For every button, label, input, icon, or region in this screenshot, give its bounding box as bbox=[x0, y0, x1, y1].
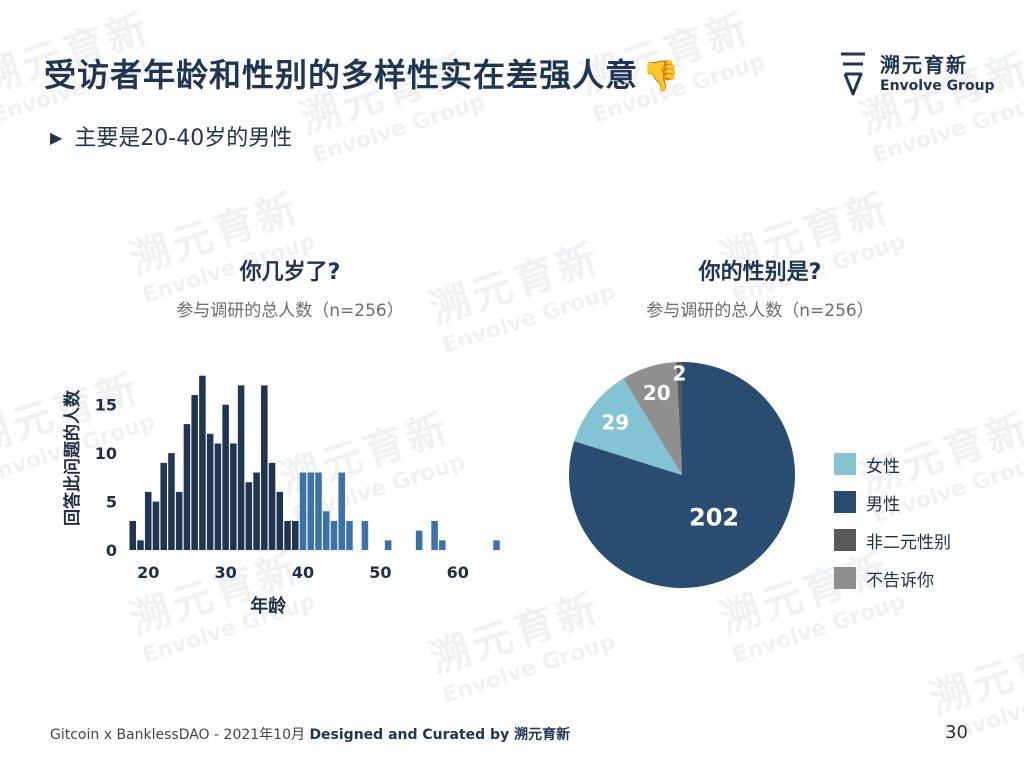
legend-item: 非二元性别 bbox=[834, 521, 951, 559]
gender-legend: 女性男性非二元性别不告诉你 bbox=[834, 445, 951, 597]
age-bar bbox=[199, 375, 206, 550]
gender-pie-chart: 202 29 202 bbox=[569, 361, 796, 588]
age-bar bbox=[129, 520, 137, 550]
y-axis-label: 回答此问题的人数 bbox=[62, 389, 83, 526]
legend-swatch bbox=[834, 529, 856, 551]
age-histogram: 0 5 10 15 20 30 40 50 60 年龄 回答此问题的人数 bbox=[62, 375, 500, 617]
age-bar bbox=[168, 453, 175, 550]
brand-name-cn: 溯元育新 bbox=[880, 53, 968, 77]
age-bar bbox=[222, 404, 229, 550]
age-bar bbox=[214, 443, 222, 550]
slide-subtitle: ▶ 主要是20-40岁的男性 bbox=[50, 120, 292, 152]
age-chart-title: 你几岁了? bbox=[239, 260, 341, 285]
gender-chart-title: 你的性别是? bbox=[698, 260, 822, 285]
age-bar bbox=[415, 530, 423, 550]
legend-label: 女性 bbox=[866, 456, 900, 477]
pie-slice bbox=[623, 362, 682, 475]
x-axis-label: 年龄 bbox=[250, 595, 287, 617]
age-bar bbox=[384, 540, 392, 550]
legend-item: 女性 bbox=[834, 445, 951, 483]
title-text: 受访者年龄和性别的多样性实在差强人意 bbox=[44, 56, 639, 94]
age-bar bbox=[175, 491, 183, 550]
age-bar bbox=[276, 491, 284, 550]
age-chart-subtitle: 参与调研的总人数（n=256） bbox=[176, 301, 404, 321]
pie-slice bbox=[574, 378, 682, 475]
age-bar bbox=[237, 385, 245, 550]
age-bar bbox=[137, 540, 144, 550]
triangle-bullet-icon: ▶ bbox=[50, 128, 63, 147]
age-bar bbox=[431, 520, 438, 550]
x-tick-label: 50 bbox=[369, 563, 391, 582]
age-bar bbox=[338, 472, 345, 550]
age-bar bbox=[493, 540, 500, 550]
age-bar bbox=[330, 520, 338, 550]
age-bar bbox=[230, 443, 237, 550]
legend-swatch bbox=[834, 567, 856, 589]
age-bar bbox=[299, 472, 307, 550]
legend-label: 不告诉你 bbox=[866, 570, 934, 591]
subtitle-text: 主要是20-40岁的男性 bbox=[74, 126, 293, 151]
legend-label: 男性 bbox=[866, 494, 900, 515]
legend-label: 非二元性别 bbox=[866, 532, 951, 553]
y-tick-label: 10 bbox=[95, 444, 117, 463]
age-bar bbox=[307, 472, 315, 550]
pie-slice bbox=[676, 362, 682, 475]
x-tick-label: 60 bbox=[447, 563, 469, 582]
age-bar bbox=[322, 511, 330, 550]
age-bar bbox=[315, 472, 322, 550]
thumbs-down-icon: 👎 bbox=[642, 59, 681, 94]
footer-credit: Designed and Curated by 溯元育新 bbox=[309, 727, 571, 743]
footer-text: Gitcoin x BanklessDAO - 2021年10月 Designe… bbox=[50, 724, 570, 744]
x-tick-label: 30 bbox=[214, 563, 236, 582]
age-bar bbox=[206, 433, 214, 550]
brand-logo: 溯元育新 Envolve Group bbox=[838, 50, 995, 98]
legend-item: 不告诉你 bbox=[834, 559, 951, 597]
x-tick-label: 20 bbox=[137, 563, 159, 582]
x-tick-label: 40 bbox=[292, 563, 314, 582]
pie-value-label: 29 bbox=[601, 411, 629, 435]
age-bar bbox=[268, 462, 276, 550]
y-tick-label: 15 bbox=[95, 396, 117, 415]
age-bar bbox=[245, 482, 253, 550]
age-bar bbox=[191, 395, 198, 550]
legend-swatch bbox=[834, 491, 856, 513]
pie-value-label: 202 bbox=[689, 504, 739, 532]
age-bar bbox=[361, 520, 369, 550]
age-bar bbox=[160, 462, 167, 550]
age-bar bbox=[346, 520, 353, 550]
envolve-logo-icon bbox=[841, 52, 865, 96]
age-bar bbox=[144, 491, 152, 550]
age-bar bbox=[253, 472, 260, 550]
y-tick-label: 5 bbox=[106, 493, 117, 512]
age-bar bbox=[284, 520, 291, 550]
pie-value-label: 20 bbox=[643, 381, 671, 405]
gender-chart-subtitle: 参与调研的总人数（n=256） bbox=[646, 301, 874, 321]
pie-slice bbox=[569, 362, 796, 588]
brand-name-en: Envolve Group bbox=[880, 78, 995, 94]
age-bar bbox=[261, 385, 268, 550]
footer-source: Gitcoin x BanklessDAO - 2021年10月 bbox=[50, 727, 310, 743]
slide-title: 受访者年龄和性别的多样性实在差强人意 👎 bbox=[44, 50, 680, 96]
y-tick-label: 0 bbox=[106, 541, 117, 560]
page-number: 30 bbox=[945, 722, 968, 743]
legend-swatch bbox=[834, 453, 856, 475]
pie-value-label: 2 bbox=[673, 361, 687, 385]
age-bar bbox=[152, 501, 160, 550]
age-bar bbox=[183, 424, 191, 550]
age-bar bbox=[439, 540, 446, 550]
age-bar bbox=[292, 520, 299, 550]
legend-item: 男性 bbox=[834, 483, 951, 521]
